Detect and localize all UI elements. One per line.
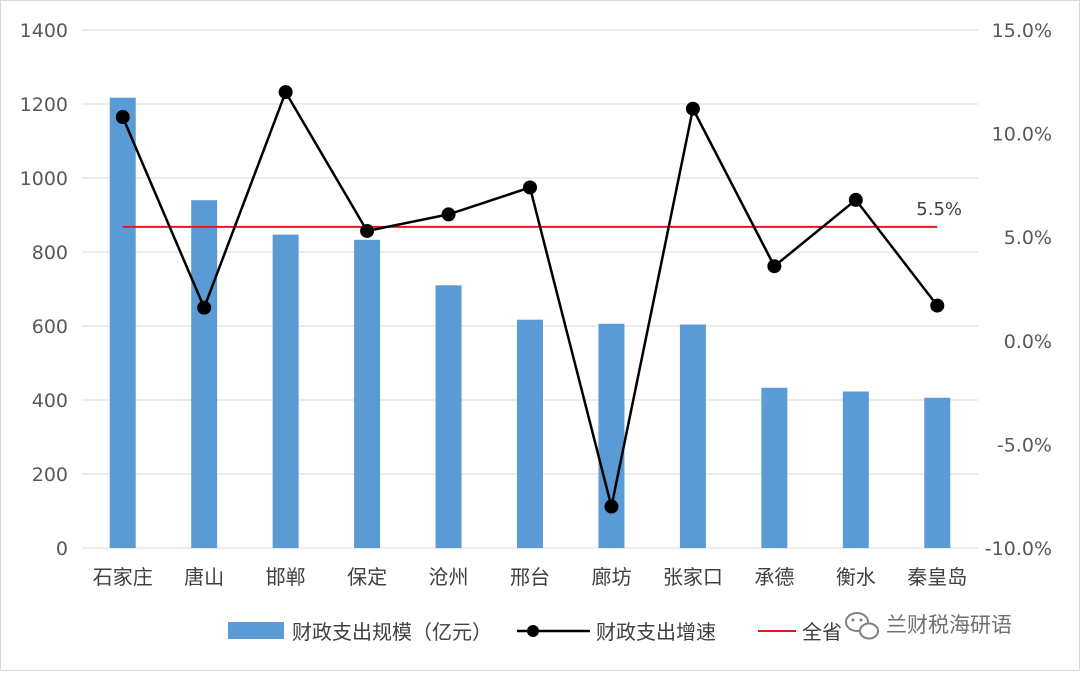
right-axis-tick-label: -10.0%: [985, 538, 1052, 560]
wechat-icon: [845, 612, 879, 640]
right-axis-tick-label: -5.0%: [997, 434, 1052, 456]
category-label: 廊坊: [591, 565, 631, 589]
right-axis-tick-label: 0.0%: [1004, 331, 1052, 353]
left-axis-tick-label: 400: [32, 390, 68, 412]
legend-line-label: 财政支出增速: [596, 620, 716, 644]
bar-唐山: [191, 200, 218, 548]
category-label: 衡水: [836, 565, 876, 589]
growth-point-承德: [767, 259, 782, 274]
reference-line-label: 5.5%: [916, 199, 962, 220]
legend-bar-label: 财政支出规模（亿元）: [292, 620, 492, 644]
watermark-text: 兰财税海研语: [886, 613, 1012, 637]
legend-bar-swatch: [228, 622, 284, 639]
left-axis-tick-label: 800: [32, 242, 68, 264]
right-axis-tick-label: 15.0%: [992, 20, 1052, 42]
growth-point-邢台: [523, 180, 537, 195]
left-axis-tick-label: 1200: [20, 94, 68, 116]
bar-衡水: [842, 391, 869, 548]
watermark: 兰财税海研语: [845, 612, 1012, 640]
category-label: 保定: [347, 565, 387, 589]
category-label: 沧州: [429, 565, 469, 589]
growth-point-沧州: [441, 207, 456, 222]
bar-保定: [354, 239, 381, 549]
left-axis-tick-label: 1400: [20, 20, 68, 42]
bar-承德: [761, 387, 788, 548]
left-axis-tick-label: 600: [32, 316, 68, 338]
growth-point-唐山: [197, 300, 212, 315]
left-axis-tick-label: 0: [56, 538, 68, 560]
legend-line-marker: [527, 625, 539, 637]
bar-邢台: [517, 319, 543, 548]
right-axis-tick-label: 10.0%: [992, 124, 1052, 146]
right-axis-tick-label: 5.0%: [1004, 227, 1052, 249]
growth-point-衡水: [848, 192, 863, 207]
left-axis-tick-label: 200: [32, 464, 68, 486]
growth-point-邯郸: [278, 85, 293, 100]
category-label: 邢台: [510, 565, 550, 589]
category-label: 邯郸: [266, 565, 306, 589]
growth-point-保定: [360, 223, 375, 238]
bar-廊坊: [598, 323, 625, 548]
growth-point-石家庄: [115, 110, 130, 125]
growth-point-张家口: [685, 101, 700, 116]
growth-point-秦皇岛: [930, 298, 945, 313]
bar-秦皇岛: [924, 397, 951, 548]
category-label: 张家口: [663, 565, 723, 589]
left-axis-tick-label: 1000: [20, 168, 68, 190]
category-label: 唐山: [184, 565, 224, 589]
bar-邯郸: [272, 234, 299, 549]
category-label: 石家庄: [93, 565, 153, 589]
category-label: 承德: [754, 565, 794, 589]
legend-ref-label: 全省: [802, 620, 842, 644]
bar-张家口: [679, 324, 706, 548]
bar-沧州: [435, 285, 462, 548]
category-label: 秦皇岛: [907, 565, 967, 589]
growth-point-廊坊: [604, 499, 619, 514]
bar-石家庄: [109, 97, 136, 549]
